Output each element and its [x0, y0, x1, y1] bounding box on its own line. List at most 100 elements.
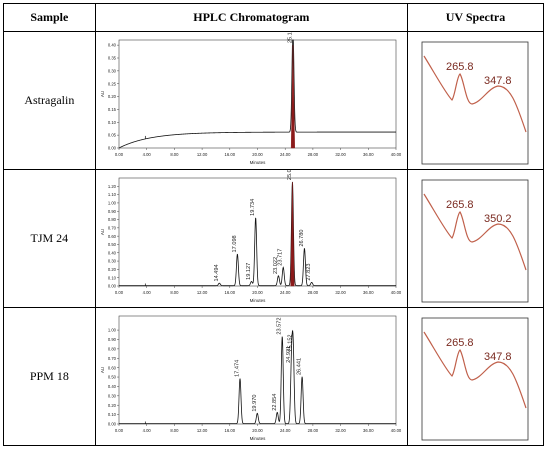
x-tick-label: 20.00 — [252, 152, 263, 157]
chromatogram-trace — [118, 329, 396, 425]
uv-curve — [423, 331, 527, 409]
x-tick-label: 24.00 — [280, 290, 291, 295]
y-tick-label: 0.00 — [108, 284, 117, 289]
y-tick-label: 0.60 — [108, 365, 117, 370]
peak-label: 14.494 — [214, 264, 220, 281]
sample-name: PPM 18 — [3, 307, 96, 446]
y-tick-label: 0.10 — [108, 412, 117, 417]
y-tick-label: 0.40 — [108, 250, 117, 255]
peak-label: 24.921 — [286, 346, 292, 363]
peak-label: 25.120 — [287, 32, 293, 43]
y-tick-label: 0.70 — [108, 225, 117, 230]
x-tick-label: 12.00 — [197, 428, 208, 433]
x-tick-label: 32.00 — [335, 428, 346, 433]
x-tick-label: 36.00 — [363, 152, 374, 157]
main-peak-fill — [290, 45, 295, 149]
x-tick-label: 20.00 — [252, 290, 263, 295]
chromatogram-trace — [118, 181, 396, 287]
y-axis-label: AU — [100, 367, 105, 373]
x-tick-label: 4.00 — [142, 152, 151, 157]
y-tick-label: 0.10 — [108, 120, 117, 125]
y-tick-label: 0.30 — [108, 393, 117, 398]
y-tick-label: 1.00 — [108, 201, 117, 206]
uv-curve — [423, 55, 527, 133]
y-tick-label: 0.50 — [108, 375, 117, 380]
uv-spectrum-astragalin: 265.8 347.8 — [421, 41, 529, 165]
y-tick-label: 0.10 — [108, 275, 117, 280]
peak-label: 22.854 — [271, 394, 277, 411]
y-tick-label: 0.35 — [108, 56, 117, 61]
y-tick-label: 0.40 — [108, 384, 117, 389]
x-tick-label: 4.00 — [142, 290, 151, 295]
sample-column-header: Sample — [3, 3, 96, 32]
x-axis-label: Minutes — [249, 436, 266, 441]
y-axis-label: AU — [100, 91, 105, 97]
y-tick-label: 0.90 — [108, 337, 117, 342]
x-tick-label: 16.00 — [224, 152, 235, 157]
y-tick-label: 0.15 — [108, 107, 117, 112]
uv-peak-label: 350.2 — [484, 213, 512, 225]
y-tick-label: 0.20 — [108, 267, 117, 272]
x-tick-label: 24.00 — [280, 152, 291, 157]
peak-label: 23.022 — [273, 257, 279, 274]
x-tick-label: 8.00 — [170, 428, 179, 433]
y-tick-label: 0.80 — [108, 346, 117, 351]
y-tick-label: 0.40 — [108, 43, 117, 48]
y-tick-label: 0.05 — [108, 133, 117, 138]
peak-label: 17.098 — [232, 235, 238, 252]
table-row: Astragalin 0.00 0.05 0.10 0.15 0.20 0.25 0.30 0… — [3, 31, 545, 170]
x-tick-label: 0.00 — [115, 152, 124, 157]
chromatogram-trace — [118, 39, 396, 149]
y-tick-label: 1.00 — [108, 328, 117, 333]
peak-label: 19.970 — [251, 395, 257, 412]
chromatogram-column-header: HPLC Chromatogram — [94, 3, 408, 32]
x-tick-label: 40.00 — [390, 152, 401, 157]
x-axis-label: Minutes — [249, 160, 266, 165]
main-peak-fill — [290, 182, 295, 287]
peak-label: 19.734 — [250, 199, 256, 216]
peak-label: 25.045 — [287, 170, 293, 180]
uv-curve — [423, 193, 527, 271]
y-tick-label: 0.80 — [108, 217, 117, 222]
x-tick-label: 0.00 — [115, 290, 124, 295]
peak-label: 23.572 — [276, 318, 282, 335]
uv-peak-label: 347.8 — [484, 351, 512, 363]
x-tick-label: 32.00 — [335, 290, 346, 295]
uv-peak-label: 347.8 — [484, 75, 512, 87]
x-tick-label: 28.00 — [307, 152, 318, 157]
x-tick-label: 32.00 — [335, 152, 346, 157]
y-tick-label: 0.20 — [108, 403, 117, 408]
x-tick-label: 40.00 — [390, 428, 401, 433]
peak-label: 19.127 — [246, 263, 252, 280]
x-tick-label: 20.00 — [252, 428, 263, 433]
hplc-chromatogram-astragalin: 0.00 0.05 0.10 0.15 0.20 0.25 0.30 0.35 0.40 0.00… — [100, 32, 402, 165]
uv-spectrum-ppm18: 265.8 347.8 — [421, 317, 529, 441]
peak-label: 26.441 — [296, 358, 302, 375]
y-tick-label: 1.20 — [108, 184, 117, 189]
table-row: TJM 24 0.00 0.10 0.20 0.30 0.40 0.50 0.60 0.70 0… — [3, 169, 545, 308]
table-row: PPM 18 0.00 0.10 0.20 0.30 0.40 0.50 0.60 0.70 0… — [3, 307, 545, 446]
x-tick-label: 36.00 — [363, 290, 374, 295]
x-tick-label: 16.00 — [224, 428, 235, 433]
y-tick-label: 0.30 — [108, 259, 117, 264]
y-tick-label: 0.00 — [108, 422, 117, 427]
results-table: Sample HPLC Chromatogram UV Spectra Astr… — [3, 3, 545, 446]
x-tick-label: 24.00 — [280, 428, 291, 433]
x-tick-label: 8.00 — [170, 290, 179, 295]
uv-peak-label: 265.8 — [446, 199, 474, 211]
hplc-chromatogram-tjm24: 0.00 0.10 0.20 0.30 0.40 0.50 0.60 0.70 0.80 0.90… — [100, 170, 402, 303]
x-tick-label: 12.00 — [197, 290, 208, 295]
y-tick-label: 0.70 — [108, 356, 117, 361]
peak-label: 23.717 — [277, 249, 283, 266]
y-tick-label: 0.30 — [108, 68, 117, 73]
peak-label: 17.474 — [234, 360, 240, 377]
x-tick-label: 28.00 — [307, 428, 318, 433]
x-tick-label: 12.00 — [197, 152, 208, 157]
y-tick-label: 0.90 — [108, 209, 117, 214]
x-axis-label: Minutes — [249, 298, 266, 303]
y-tick-label: 0.00 — [108, 146, 117, 151]
peak-label: 26.780 — [299, 230, 305, 247]
sample-name: Astragalin — [3, 31, 96, 170]
y-axis-label: AU — [100, 229, 105, 235]
header-row: Sample HPLC Chromatogram UV Spectra — [3, 3, 545, 32]
